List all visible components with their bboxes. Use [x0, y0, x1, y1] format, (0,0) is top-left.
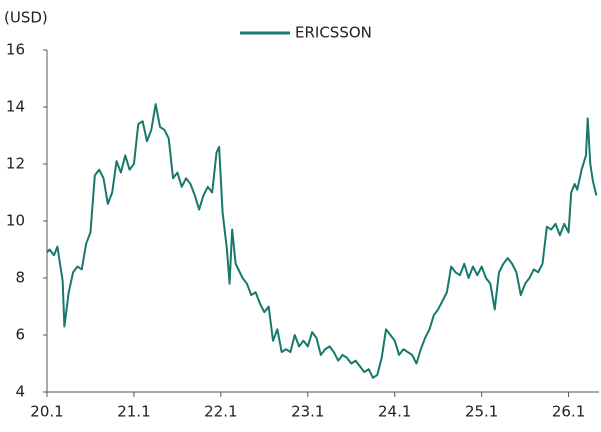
y-tick-label: 12	[6, 155, 25, 173]
legend-label: ERICSSON	[295, 24, 372, 42]
x-tick-label: 22.1	[204, 403, 237, 421]
y-tick-label: 6	[15, 326, 25, 344]
y-tick-label: 8	[15, 269, 25, 287]
price-line	[46, 103, 598, 379]
y-tick-label: 16	[6, 41, 25, 59]
x-tick-label: 26.1	[552, 403, 585, 421]
x-tick-label: 21.1	[117, 403, 150, 421]
x-tick-label: 24.1	[378, 403, 411, 421]
y-tick-label: 4	[15, 383, 25, 401]
y-tick-label: 10	[6, 212, 25, 230]
x-tick-label: 23.1	[291, 403, 324, 421]
y-axis-label: (USD)	[4, 9, 48, 27]
x-tick-label: 20.1	[30, 403, 63, 421]
x-tick-label: 25.1	[465, 403, 498, 421]
y-tick-label: 14	[6, 98, 25, 116]
